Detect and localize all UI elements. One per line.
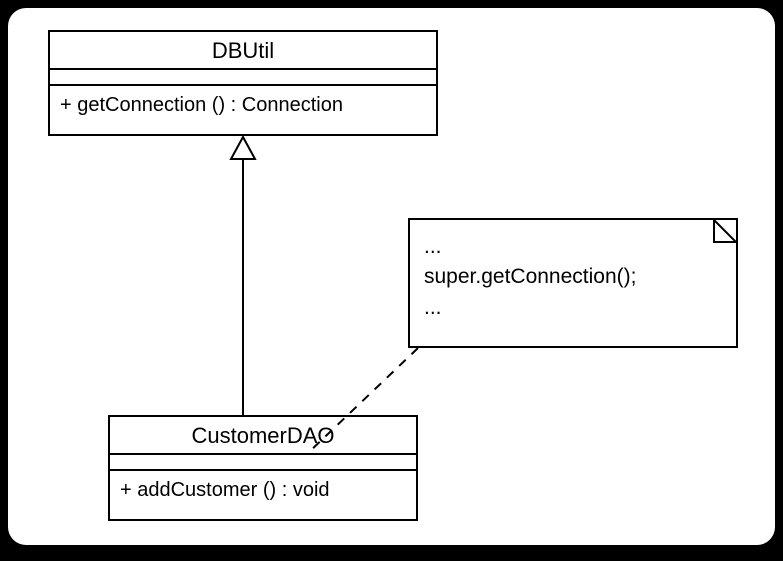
note-fold-icon <box>712 218 738 244</box>
class-customerdao-name: CustomerDAO <box>110 417 416 455</box>
class-customerdao-method: + addCustomer () : void <box>110 471 416 510</box>
class-dbutil-attributes <box>50 70 436 86</box>
class-dbutil-name: DBUtil <box>50 32 436 70</box>
class-customerdao: CustomerDAO + addCustomer () : void <box>108 415 418 521</box>
class-dbutil: DBUtil + getConnection () : Connection <box>48 30 438 136</box>
note-line-2: ... <box>424 293 722 323</box>
note-line-0: ... <box>424 232 722 262</box>
note-line-1: super.getConnection(); <box>424 262 722 292</box>
class-dbutil-method: + getConnection () : Connection <box>50 86 436 125</box>
generalization-arrowhead-icon <box>231 137 255 159</box>
diagram-canvas: DBUtil + getConnection () : Connection C… <box>8 8 775 545</box>
uml-note: ... super.getConnection(); ... <box>408 218 738 348</box>
class-customerdao-attributes <box>110 455 416 471</box>
